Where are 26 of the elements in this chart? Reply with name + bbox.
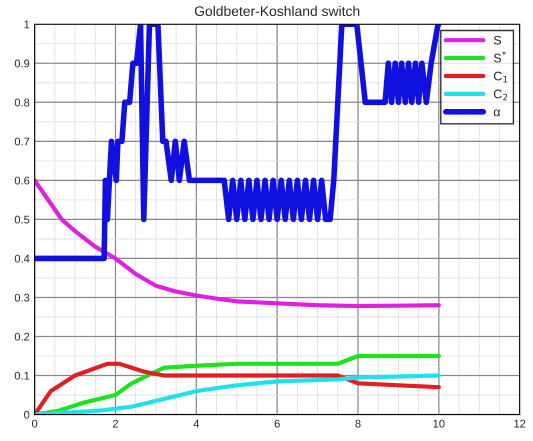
x-tick-label: 2	[112, 420, 118, 428]
legend-label: C$_{2}$	[494, 90, 508, 100]
x-tick-label: 0	[32, 420, 38, 428]
y-tick-label: 0.8	[14, 98, 30, 106]
x-tick-label: 6	[274, 420, 280, 428]
chart-title: Goldbeter-Koshland switch	[194, 6, 360, 16]
x-tick-label: 12	[514, 420, 526, 428]
y-tick-label: 0	[24, 410, 30, 419]
y-tick-label: 0.2	[14, 332, 30, 341]
line-series	[34, 373, 441, 415]
legend-label: C$_{1}$	[494, 72, 508, 82]
legend-label: S$^{*}$	[494, 51, 506, 62]
x-tick-label: 4	[193, 420, 200, 428]
y-tick-label: 0.6	[14, 176, 30, 185]
x-tick-label: 8	[355, 420, 361, 428]
x-tick-label: 10	[434, 420, 445, 428]
legend-label: α	[494, 109, 500, 116]
y-tick-label: 0.7	[14, 138, 30, 146]
y-tick-label: 0.5	[14, 216, 30, 224]
y-tick-label: 0.4	[14, 254, 30, 263]
y-tick-label: 0.1	[14, 372, 30, 380]
legend-label: S	[494, 36, 502, 45]
y-tick-label: 1	[24, 20, 30, 28]
y-tick-label: 0.9	[14, 60, 30, 68]
line-series	[34, 178, 441, 308]
y-tick-label: 0.3	[14, 294, 30, 302]
